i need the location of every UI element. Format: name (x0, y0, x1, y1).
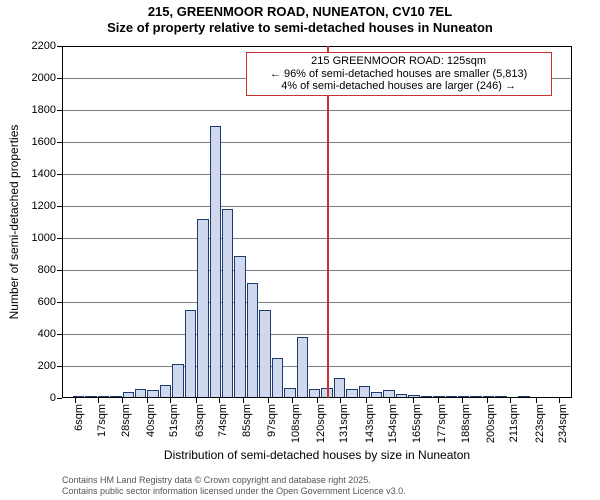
x-tick-label: 143sqm (364, 404, 376, 443)
right-axis-line (571, 46, 572, 398)
x-tick-mark (317, 398, 318, 403)
y-tick-label: 400 (38, 328, 62, 340)
annotation-box: 215 GREENMOOR ROAD: 125sqm← 96% of semi-… (246, 52, 552, 96)
x-tick-mark (438, 398, 439, 403)
x-tick-mark (462, 398, 463, 403)
y-tick-label: 2000 (32, 72, 62, 84)
histogram-bar (210, 126, 221, 398)
x-tick-label: 51sqm (168, 404, 180, 437)
title-line1: 215, GREENMOOR ROAD, NUNEATON, CV10 7EL (0, 0, 600, 20)
x-tick-label: 211sqm (508, 404, 520, 442)
x-tick-mark (487, 398, 488, 403)
x-tick-mark (243, 398, 244, 403)
histogram-bar (334, 378, 345, 398)
x-tick-mark (389, 398, 390, 403)
x-tick-label: 40sqm (145, 404, 157, 437)
y-tick-label: 1800 (32, 104, 62, 116)
histogram-bar (259, 310, 270, 398)
y-tick-label: 200 (38, 360, 62, 372)
y-tick-label: 0 (50, 392, 62, 404)
x-tick-mark (122, 398, 123, 403)
x-tick-mark (147, 398, 148, 403)
plot-inner: 0200400600800100012001400160018002000220… (62, 46, 572, 398)
y-tick-label: 1000 (32, 232, 62, 244)
footer-line: Contains HM Land Registry data © Crown c… (62, 475, 406, 485)
y-tick-label: 1400 (32, 168, 62, 180)
x-tick-label: 6sqm (73, 404, 85, 431)
x-tick-mark (536, 398, 537, 403)
x-tick-label: 85sqm (241, 404, 253, 437)
x-tick-label: 234sqm (557, 404, 569, 443)
property-marker-line (327, 46, 329, 398)
x-tick-mark (559, 398, 560, 403)
x-tick-label: 17sqm (96, 404, 108, 437)
x-tick-mark (75, 398, 76, 403)
x-tick-label: 97sqm (266, 404, 278, 437)
top-axis-line (62, 46, 572, 47)
footer: Contains HM Land Registry data © Crown c… (62, 475, 406, 496)
x-axis-line (62, 397, 572, 398)
annotation-line: 215 GREENMOOR ROAD: 125sqm (251, 55, 547, 68)
x-tick-label: 177sqm (436, 404, 448, 443)
y-axis-line (62, 46, 63, 398)
annotation-line: 4% of semi-detached houses are larger (2… (251, 80, 547, 93)
x-tick-label: 74sqm (217, 404, 229, 437)
y-tick-label: 800 (38, 264, 62, 276)
x-tick-label: 223sqm (534, 404, 546, 443)
histogram-bar (297, 337, 308, 398)
x-tick-label: 28sqm (120, 404, 132, 437)
footer-line: Contains public sector information licen… (62, 486, 406, 496)
x-tick-label: 120sqm (315, 404, 327, 443)
annotation-line: ← 96% of semi-detached houses are smalle… (251, 68, 547, 81)
x-tick-mark (366, 398, 367, 403)
y-tick-label: 2200 (32, 40, 62, 52)
histogram-bar (197, 219, 208, 398)
x-tick-mark (292, 398, 293, 403)
histogram-bar (234, 256, 245, 398)
x-tick-label: 188sqm (460, 404, 472, 443)
histogram-bar (172, 364, 183, 398)
histogram-bar (247, 283, 258, 398)
bars-container (62, 46, 572, 398)
y-axis-title: Number of semi-detached properties (7, 125, 21, 320)
x-tick-mark (170, 398, 171, 403)
x-tick-label: 108sqm (290, 404, 302, 443)
x-tick-label: 63sqm (194, 404, 206, 437)
y-tick-label: 600 (38, 296, 62, 308)
x-axis-title: Distribution of semi-detached houses by … (164, 448, 470, 462)
x-tick-mark (196, 398, 197, 403)
histogram-bar (272, 358, 283, 398)
x-tick-mark (268, 398, 269, 403)
histogram-bar (185, 310, 196, 398)
x-tick-mark (98, 398, 99, 403)
title-line2: Size of property relative to semi-detach… (0, 20, 600, 36)
y-tick-label: 1600 (32, 136, 62, 148)
x-tick-label: 200sqm (485, 404, 497, 443)
x-tick-mark (340, 398, 341, 403)
x-tick-mark (413, 398, 414, 403)
x-tick-mark (510, 398, 511, 403)
x-tick-label: 131sqm (338, 404, 350, 443)
histogram-bar (222, 209, 233, 398)
x-tick-label: 165sqm (411, 404, 423, 443)
x-tick-mark (219, 398, 220, 403)
y-tick-label: 1200 (32, 200, 62, 212)
x-tick-label: 154sqm (387, 404, 399, 443)
plot-area: 0200400600800100012001400160018002000220… (62, 46, 572, 398)
